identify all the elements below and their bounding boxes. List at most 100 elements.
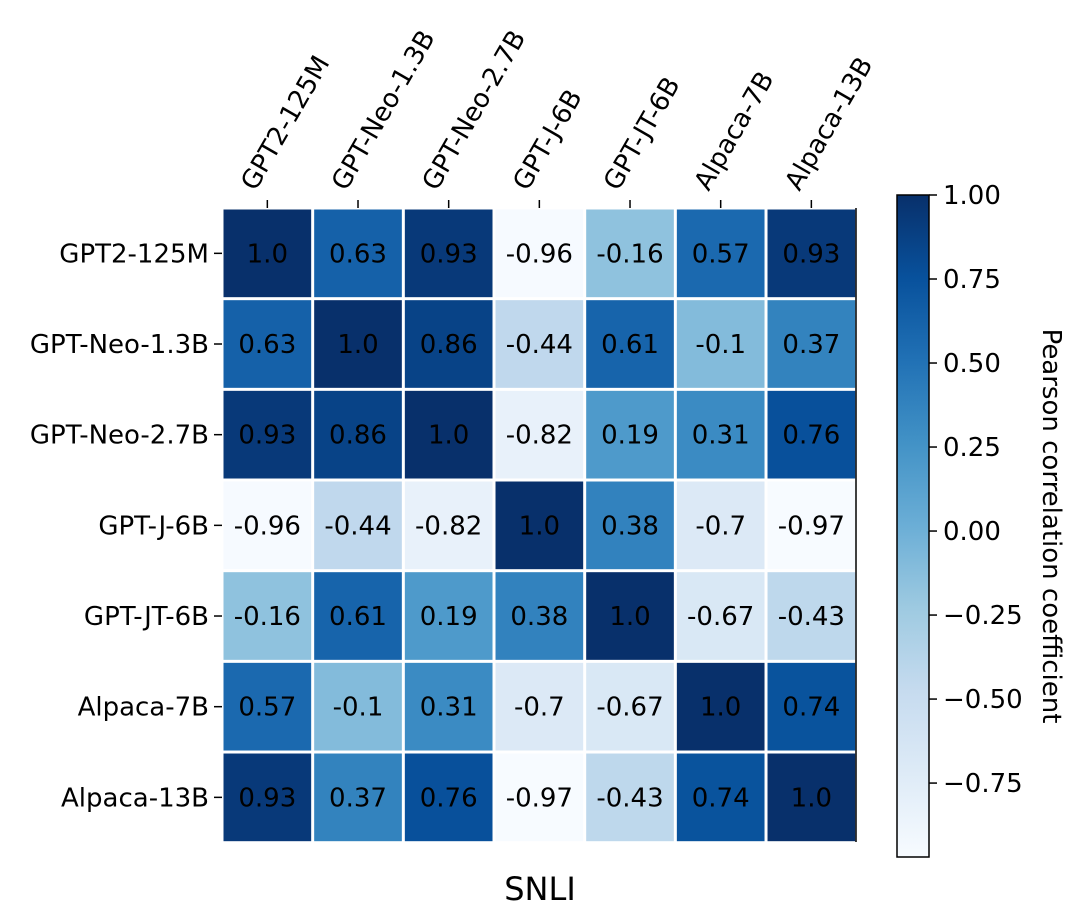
cell-value-label: -0.82 [415,511,482,541]
cell-value-label: 1.0 [428,421,469,451]
heatmap-cell [586,662,674,751]
cell-value-label: -0.67 [596,693,663,723]
row-label: GPT-Neo-2.7B [30,421,209,451]
heatmap-cell [676,300,765,388]
cell-value-label: 0.93 [238,421,296,451]
cell-value-label: -0.7 [514,693,565,723]
colorbar-ticks: 1.00 0.75 0.50 0.25 0.00 −0.25 −0.50 −0.75 [929,181,1023,799]
heatmap-cell [314,662,402,751]
heatmap-cell [314,572,402,660]
cell-value-label: 1.0 [609,602,650,632]
heatmap-cell [404,662,493,751]
heatmap-cell [676,572,765,660]
heatmap-cell [676,209,765,298]
row-label: GPT-Neo-1.3B [30,330,209,360]
heatmap-cell [767,481,856,570]
cell-value-label: -0.44 [506,330,573,360]
row-label: GPT2-125M [59,239,209,269]
cell-value-label: 0.19 [420,602,478,632]
heatmap-cell [767,662,856,751]
heatmap-cell [495,753,584,842]
heatmap-cell [676,481,765,570]
heatmap-cell [314,481,402,570]
heatmap-cell [223,390,312,479]
chart-title: SNLI [504,870,576,908]
cell-value-label: 0.57 [692,239,750,269]
cell-value-label: 0.38 [601,511,659,541]
cell-value-label: 0.93 [420,239,478,269]
column-label: GPT2-125M [235,51,336,196]
cell-value-label: 0.37 [782,330,840,360]
cell-value-label: 0.76 [420,783,478,813]
colorbar-tick-label: 1.00 [943,181,1001,211]
heatmap-cell [676,662,765,751]
heatmap-cell [404,300,493,388]
heatmap-cell [495,662,584,751]
cell-value-label: -0.16 [234,602,301,632]
cell-value-label: -0.43 [778,602,845,632]
cell-value-label: 0.19 [601,421,659,451]
cell-value-label: 0.93 [238,783,296,813]
cell-value-label: -0.1 [695,330,746,360]
heatmap-cell [767,572,856,660]
heatmap-cell [495,300,584,388]
cell-value-label: 0.74 [782,693,840,723]
heatmap-cell [586,390,674,479]
heatmap-cell [676,753,765,842]
heatmap-cell [314,209,402,298]
row-label: GPT-J-6B [98,511,209,541]
row-label: Alpaca-7B [78,693,209,723]
cell-value-label: 1.0 [791,783,832,813]
row-label: GPT-JT-6B [84,602,209,632]
heatmap-cell [404,209,493,298]
colorbar-tick-label: −0.50 [943,685,1023,715]
cell-value-label: 0.86 [329,421,387,451]
heatmap-cell [586,209,674,298]
cell-value-label: 1.0 [337,330,378,360]
cell-value-label: 0.37 [329,783,387,813]
heatmap-cells: 1.0 0.63 0.93 -0.96 -0.16 0.57 0.93 0.63 1.0 0.86… [223,209,856,842]
cell-value-label: -0.44 [324,511,391,541]
cell-value-label: -0.97 [778,511,845,541]
colorbar [896,194,930,858]
cell-value-label: -0.96 [234,511,301,541]
cell-value-label: -0.1 [333,693,384,723]
colorbar-tick-label: 0.25 [943,433,1001,463]
heatmap-cell [586,753,674,842]
heatmap-cell [404,753,493,842]
heatmap-cell [495,209,584,298]
heatmap-cell [314,390,402,479]
heatmap-cell [586,572,674,660]
cell-value-label: -0.7 [695,511,746,541]
cell-value-label: 0.63 [238,330,296,360]
row-labels: GPT2-125M GPT-Neo-1.3B GPT-Neo-2.7B GPT-J-6… [30,239,222,813]
heatmap-cell [404,481,493,570]
cell-value-label: 0.63 [329,239,387,269]
cell-value-label: 0.31 [692,421,750,451]
colorbar-tick-label: 0.00 [943,517,1001,547]
cell-value-label: 0.74 [692,783,750,813]
heatmap-cell [586,300,674,388]
colorbar-tick-label: −0.25 [943,601,1023,631]
heatmap-cell [495,481,584,570]
colorbar-tick-label: 0.75 [943,265,1001,295]
cell-value-label: 1.0 [247,239,288,269]
heatmap-cell [495,572,584,660]
cell-value-label: -0.82 [506,421,573,451]
heatmap-cell [404,572,493,660]
cell-value-label: -0.97 [506,783,573,813]
cell-value-label: -0.43 [596,783,663,813]
heatmap-cell [314,300,402,388]
column-labels: GPT2-125MGPT-Neo-1.3BGPT-Neo-2.7BGPT-J-6… [235,25,879,208]
heatmap-cell [223,572,312,660]
cell-value-label: -0.96 [506,239,573,269]
column-label: GPT-J-6B [507,85,588,196]
heatmap-cell [223,209,312,298]
cell-value-label: 1.0 [700,693,741,723]
cell-value-label: 0.38 [510,602,568,632]
cell-value-label: 0.57 [238,693,296,723]
cell-value-label: 0.31 [420,693,478,723]
column-label: Alpaca-13B [779,52,879,195]
heatmap-cell [586,481,674,570]
